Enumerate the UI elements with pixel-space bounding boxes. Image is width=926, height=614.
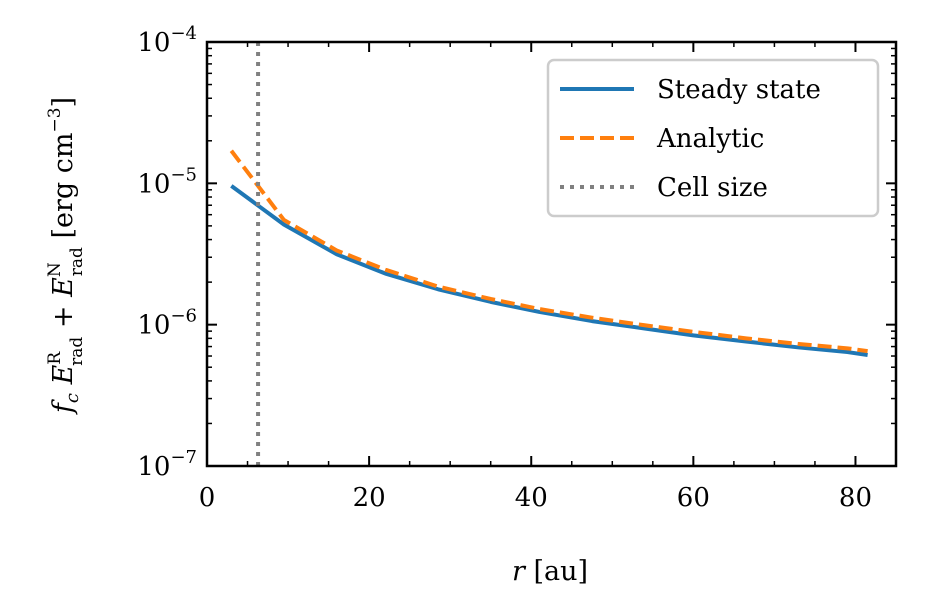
axes-frame bbox=[205, 40, 898, 468]
legend-item-analytic: Analytic bbox=[560, 124, 764, 154]
legend-label-analytic: Analytic bbox=[656, 124, 764, 154]
y-tick-label: 10−5 bbox=[137, 164, 197, 199]
series-line-analytic bbox=[229, 149, 868, 354]
legend-item-cell-size: Cell size bbox=[560, 173, 768, 203]
x-tick-label: 20 bbox=[353, 483, 386, 513]
series-line-steady-state bbox=[230, 184, 868, 357]
x-tick-label: 0 bbox=[199, 483, 216, 513]
legend-item-steady-state: Steady state bbox=[560, 75, 821, 105]
x-tick-label: 60 bbox=[677, 483, 710, 513]
y-axis-label: fc ER rad + EN rad [erg cm−3] bbox=[45, 97, 87, 415]
y-tick-label: 10−7 bbox=[137, 447, 197, 482]
y-tick-label: 10−6 bbox=[137, 306, 197, 341]
plot-area bbox=[229, 42, 868, 466]
legend: Steady state Analytic Cell size bbox=[546, 58, 880, 218]
legend-label-cell-size: Cell size bbox=[657, 173, 768, 203]
y-tick-label: 10−4 bbox=[137, 23, 197, 58]
axes: 0 20 40 60 80 10−7 10−6 10−5 10−4 bbox=[137, 23, 898, 513]
x-tick-label: 80 bbox=[839, 483, 872, 513]
x-tick-label: 40 bbox=[515, 483, 548, 513]
legend-label-steady-state: Steady state bbox=[657, 75, 821, 105]
x-axis-label: r [au] bbox=[512, 556, 588, 587]
